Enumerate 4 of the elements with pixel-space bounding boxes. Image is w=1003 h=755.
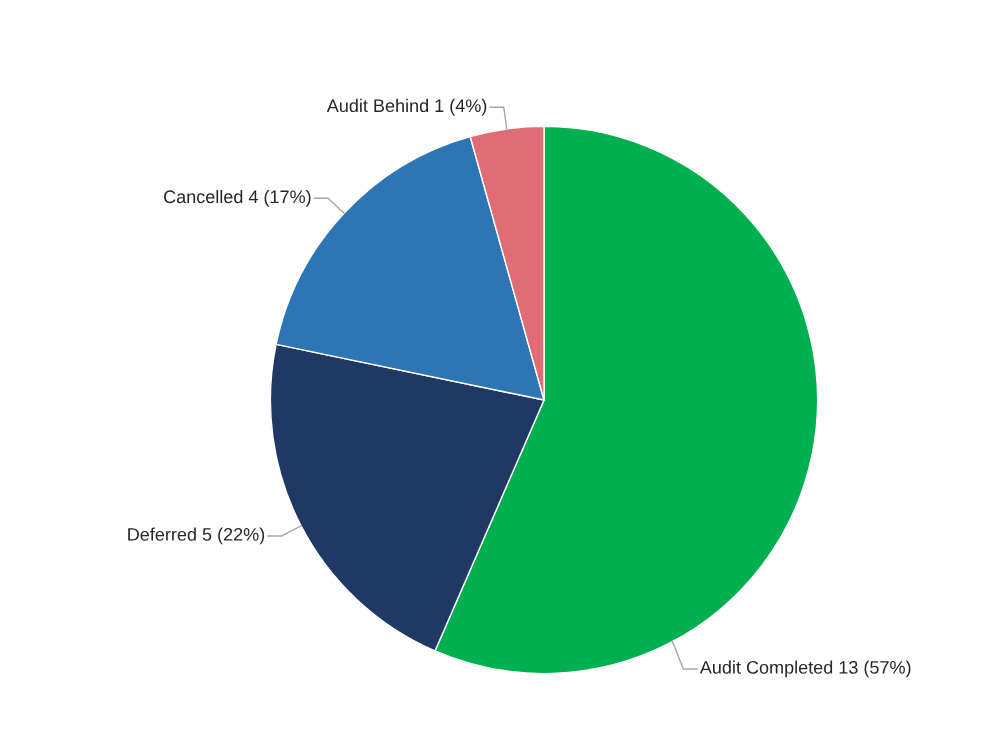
slice-label: Deferred 5 (22%) bbox=[128, 527, 265, 545]
slice-label: Cancelled 4 (17%) bbox=[164, 189, 311, 207]
slice-label: Audit Behind 1 (4%) bbox=[326, 98, 487, 116]
slice-label: Audit Completed 13 (57%) bbox=[699, 660, 911, 678]
